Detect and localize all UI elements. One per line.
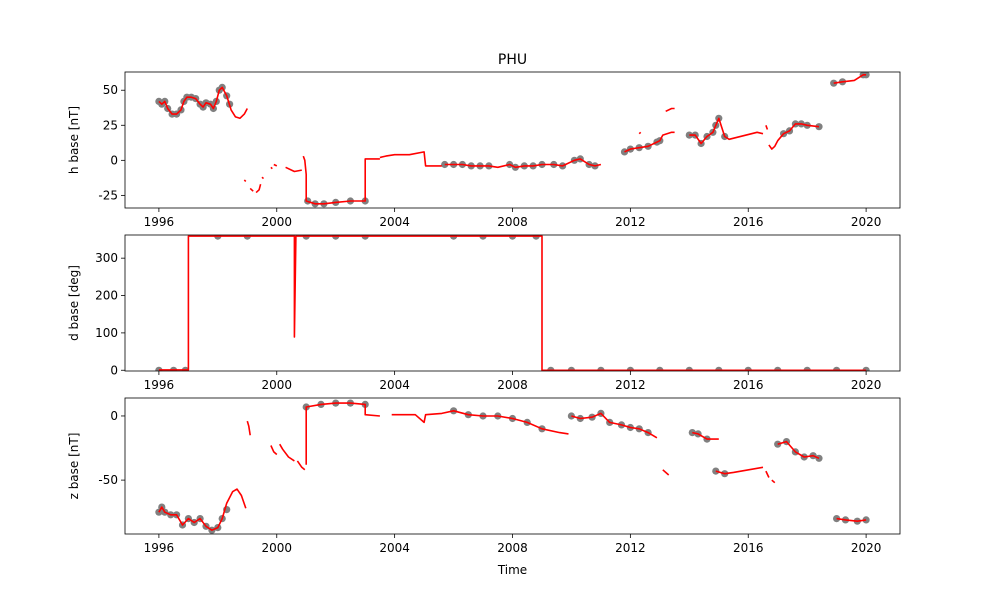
z-base-plot-area (155, 399, 870, 534)
d-base-y-tick-label-2: 200 (95, 289, 118, 303)
h-base-line-segment-12 (638, 131, 642, 135)
h-base-line-segment-7 (285, 166, 302, 173)
z-base-line-segment-12 (771, 479, 776, 484)
h-base-x-tick-label-6: 2020 (851, 215, 882, 229)
z-base-y-tick-label-0: -50 (98, 473, 118, 487)
d-base-y-axis-label: d base [deg] (67, 265, 81, 341)
z-base-line-segment-2 (270, 445, 278, 456)
d-base-line-segment-0 (158, 235, 867, 371)
chart-title: PHU (498, 52, 527, 68)
d-base-y-tick-label-0: 0 (110, 363, 118, 377)
z-base-x-tick-label-4: 2012 (615, 541, 646, 555)
z-base-line-segment-13 (777, 440, 820, 460)
h-base-panel: 1996 2000 2004 2008 2012 2016 2020 -25 0 25 50 h ba… (67, 71, 901, 229)
z-base-line-segment-8 (662, 469, 670, 476)
z-base-line-segment-7 (571, 412, 658, 439)
h-base-x-tick-label-4: 2012 (615, 215, 646, 229)
z-base-line-segment-10 (715, 466, 764, 475)
z-base-x-tick-label-0: 1996 (144, 541, 175, 555)
d-base-y-tick-label-3: 300 (95, 251, 118, 265)
h-base-y-tick-label-1: 0 (110, 153, 118, 167)
h-base-line-segment-4 (261, 176, 265, 180)
z-base-line-segment-11 (765, 470, 770, 478)
h-base-line-segment-11 (624, 131, 675, 153)
z-base-line-segment-14 (836, 517, 867, 522)
h-base-line-segment-5 (270, 166, 273, 170)
z-base-line-segment-3 (279, 443, 295, 462)
z-base-x-tick-label-1: 2000 (261, 541, 292, 555)
h-base-line-segment-1 (243, 179, 247, 182)
z-base-x-tick-label-5: 2016 (733, 541, 764, 555)
h-base-x-tick-label-2: 2004 (379, 215, 410, 229)
z-base-x-tick-label-6: 2020 (851, 541, 882, 555)
z-base-panel: 1996 2000 2004 2008 2012 2016 2020 -50 0 z base [… (67, 397, 901, 555)
d-base-panel: 1996 2000 2004 2008 2012 2016 2020 0 100 200 300 d … (67, 234, 901, 392)
z-base-x-tick-label-2: 2004 (379, 541, 410, 555)
d-base-x-tick-label-0: 1996 (144, 378, 175, 392)
d-base-plot-area (155, 235, 870, 371)
z-base-line-segment-0 (158, 488, 247, 531)
d-base-x-tick-label-6: 2020 (851, 378, 882, 392)
h-base-line-segment-14 (689, 117, 764, 145)
h-base-line-segment-15 (765, 125, 769, 130)
x-axis-label: Time (497, 563, 527, 577)
h-base-line-segment-10 (444, 158, 602, 169)
h-base-line-segment-16 (768, 123, 820, 150)
d-base-x-tick-label-4: 2012 (615, 378, 646, 392)
z-base-x-tick-label-3: 2008 (497, 541, 528, 555)
h-base-plot-area (155, 72, 870, 208)
h-base-line-segment-17 (833, 74, 867, 84)
z-base-line-segment-4 (296, 460, 306, 471)
h-base-x-tick-label-0: 1996 (144, 215, 175, 229)
z-base-y-tick-label-1: 0 (110, 409, 118, 423)
h-base-y-tick-label-2: 25 (103, 118, 118, 132)
h-base-x-tick-label-3: 2008 (497, 215, 528, 229)
h-base-line-segment-3 (255, 183, 262, 194)
d-base-x-tick-label-2: 2004 (379, 378, 410, 392)
h-base-line-segment-13 (665, 107, 675, 113)
z-base-line-segment-1 (246, 420, 251, 436)
h-base-y-tick-label-3: 50 (103, 83, 118, 97)
h-base-line-segment-2 (249, 187, 254, 192)
d-base-x-tick-label-3: 2008 (497, 378, 528, 392)
h-base-x-tick-label-5: 2016 (733, 215, 764, 229)
h-base-line-segment-0 (158, 86, 249, 120)
d-base-x-tick-label-1: 2000 (261, 378, 292, 392)
h-base-x-tick-label-1: 2000 (261, 215, 292, 229)
d-base-axes-frame (124, 234, 901, 372)
z-base-line-segment-6 (391, 410, 569, 435)
h-base-y-tick-label-0: -25 (98, 188, 118, 202)
z-base-line-segment-5 (305, 402, 380, 465)
h-base-line-segment-6 (273, 163, 278, 167)
d-base-x-tick-label-5: 2016 (733, 378, 764, 392)
h-base-y-axis-label: h base [nT] (67, 106, 81, 174)
h-base-axes-frame (124, 71, 901, 209)
z-base-line-segment-9 (692, 431, 719, 440)
h-base-line-segment-9 (379, 151, 442, 167)
z-base-y-axis-label: z base [nT] (67, 433, 81, 500)
h-base-line-segment-8 (302, 155, 380, 205)
d-base-y-tick-label-1: 100 (95, 326, 118, 340)
